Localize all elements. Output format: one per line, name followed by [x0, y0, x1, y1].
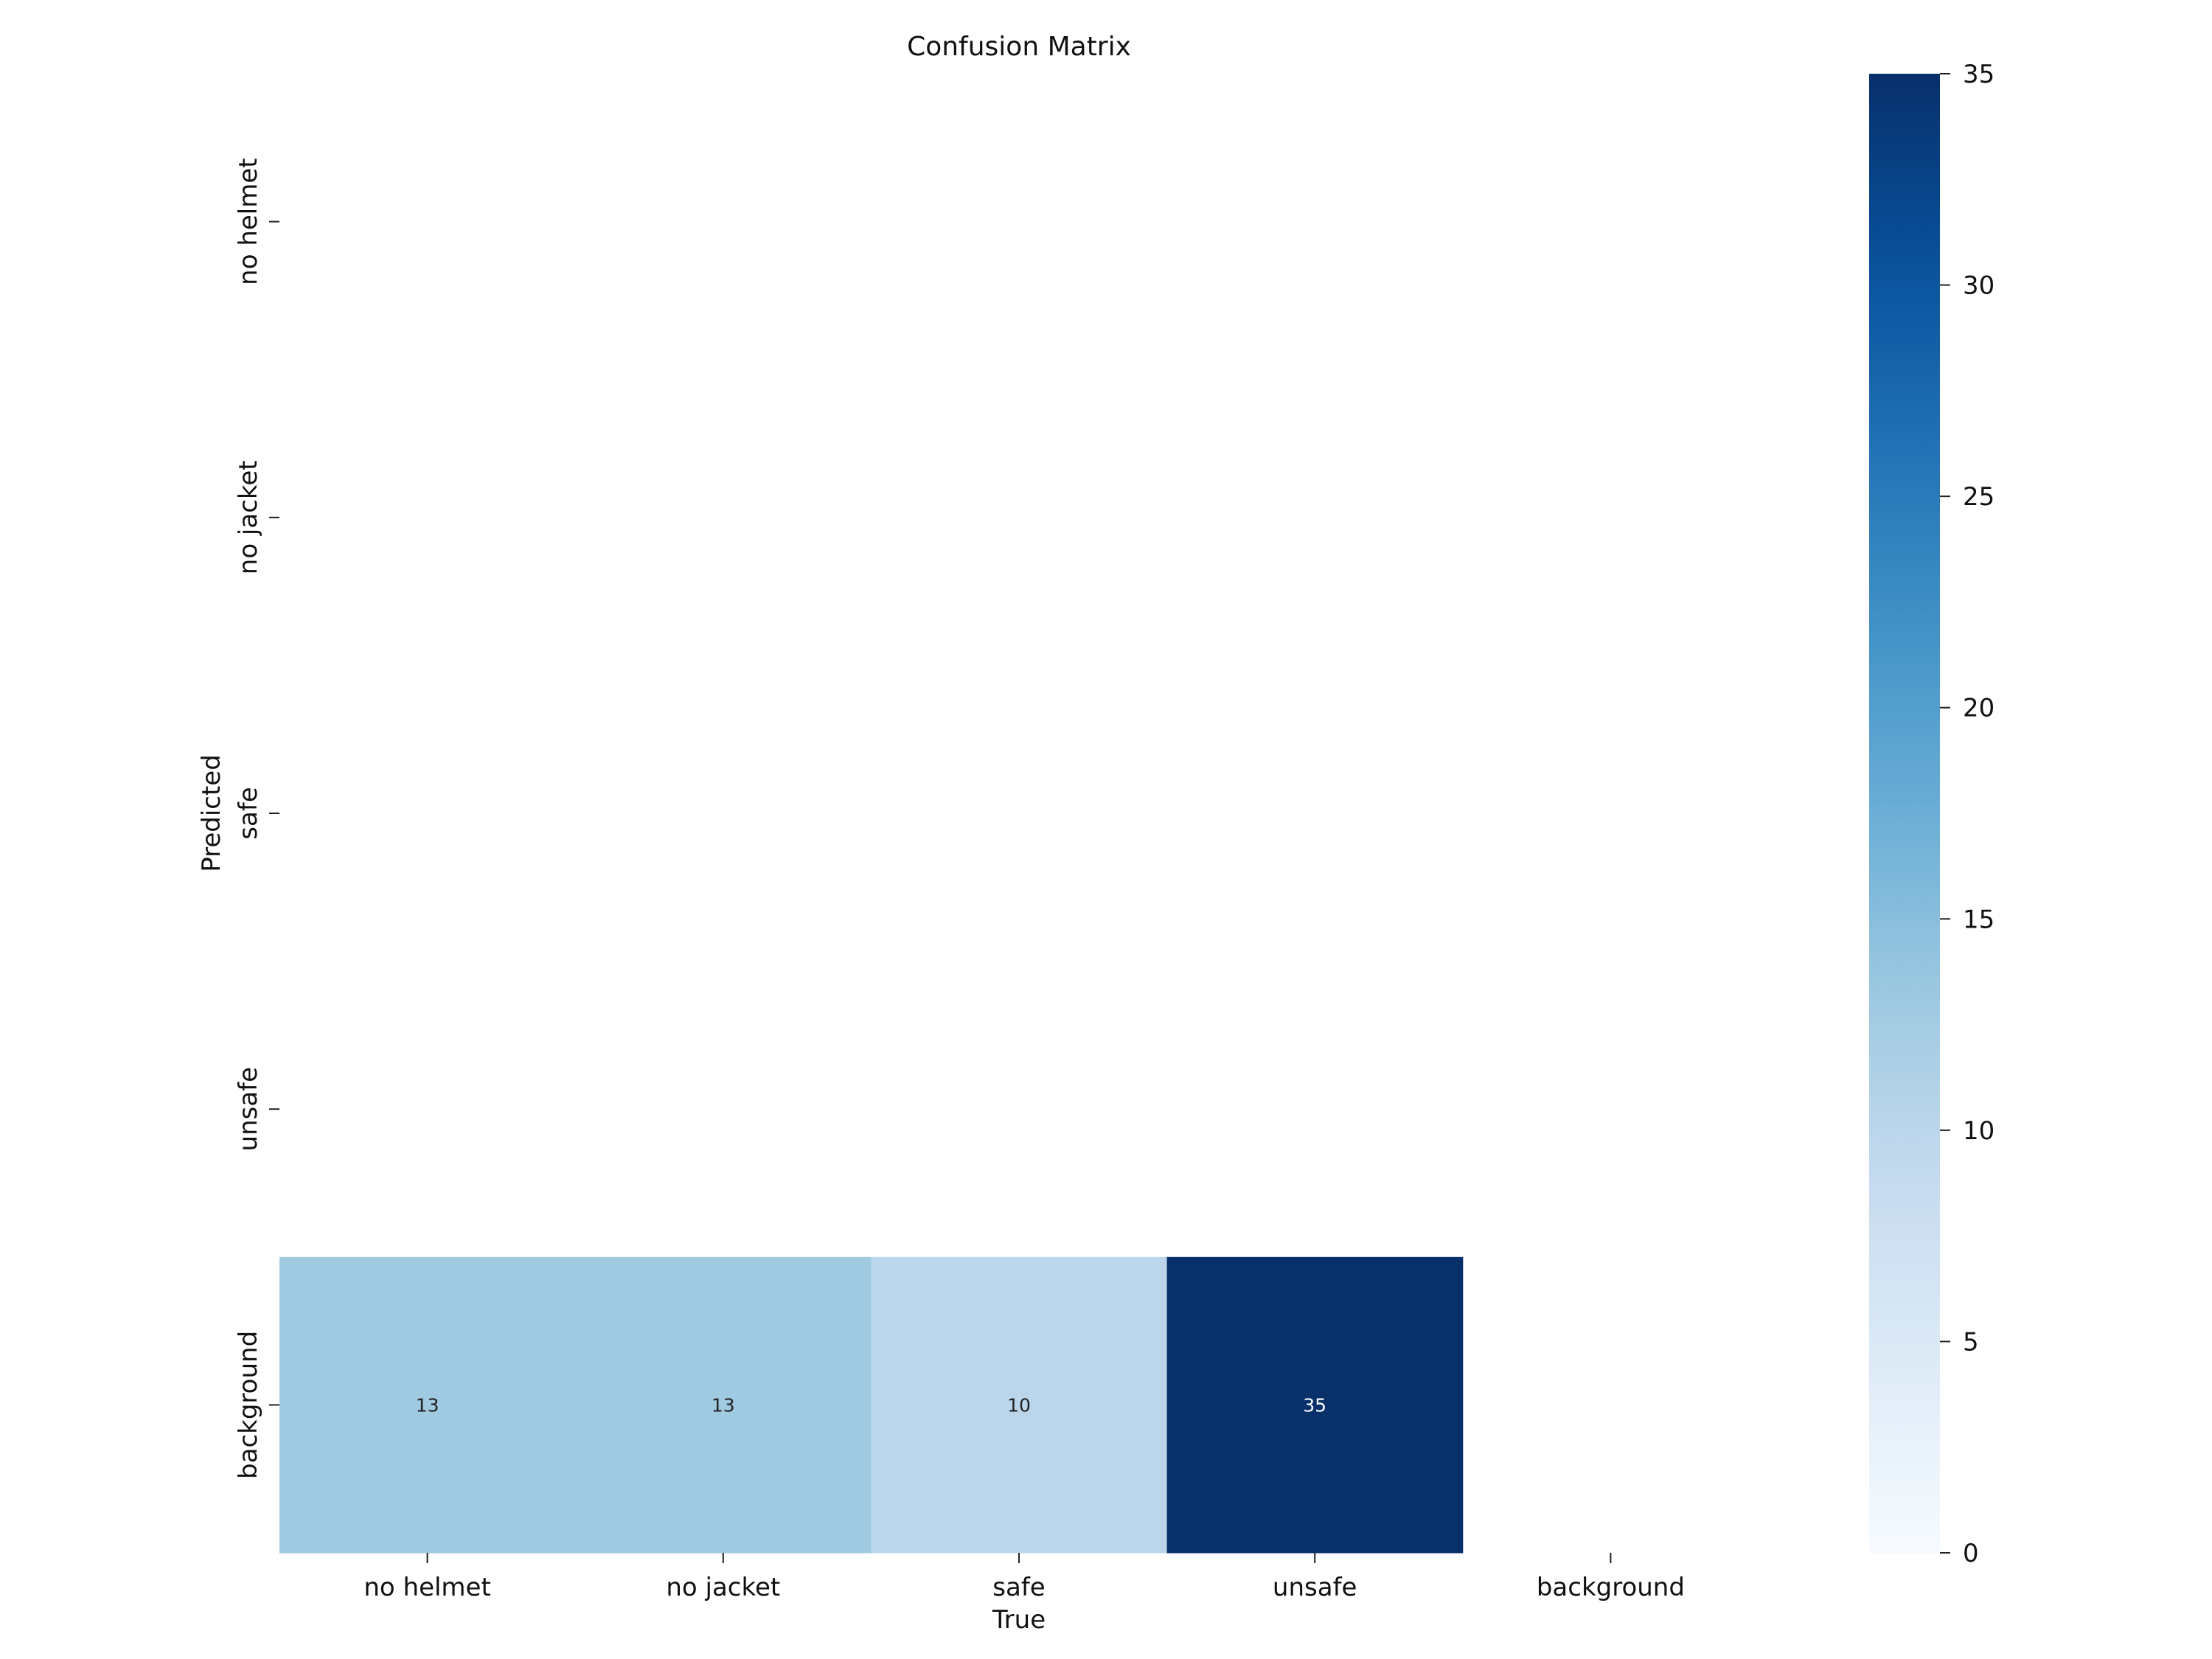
x-tick-label: background [1537, 1573, 1685, 1602]
cell-value-label: 35 [1303, 1394, 1326, 1416]
colorbar-tick-label: 5 [1963, 1327, 1979, 1357]
colorbar [1869, 74, 1940, 1553]
x-tick-label: unsafe [1273, 1573, 1357, 1602]
x-tick-label: safe [992, 1573, 1045, 1602]
heatmap-cells: 13 13 10 35 [279, 1256, 1464, 1554]
heatmap-cell [575, 1256, 872, 1554]
x-tick-label: no jacket [666, 1573, 780, 1602]
colorbar-tick-label: 0 [1963, 1539, 1979, 1568]
chart-title: Confusion Matrix [907, 32, 1131, 62]
cell-value-label: 13 [416, 1394, 439, 1416]
y-tick-label: background [234, 1331, 263, 1479]
heatmap-cell [871, 1256, 1168, 1554]
y-tick-label: no helmet [234, 158, 263, 285]
y-tick-label: unsafe [234, 1067, 263, 1152]
heatmap-cell [279, 1256, 576, 1554]
colorbar-tick-label: 25 [1963, 482, 1994, 512]
colorbar-tick-label: 15 [1963, 905, 1994, 934]
colorbar-tick-label: 20 [1963, 694, 1994, 723]
cell-value-label: 10 [1007, 1394, 1031, 1416]
cell-value-label: 13 [712, 1394, 735, 1416]
colorbar-tick-label: 30 [1963, 271, 1994, 301]
y-tick-label: no jacket [234, 460, 263, 574]
x-axis-label: True [992, 1605, 1046, 1635]
y-axis-label: Predicted [197, 754, 226, 872]
y-axis-ticks: no helmet no jacket safe unsafe background [234, 158, 279, 1479]
x-tick-label: no helmet [364, 1573, 490, 1602]
heatmap-cell [1166, 1256, 1464, 1554]
y-tick-label: safe [234, 787, 263, 839]
colorbar-tick-label: 35 [1963, 60, 1994, 89]
x-axis-ticks: no helmet no jacket safe unsafe background [364, 1553, 1685, 1602]
colorbar-ticks: 0 5 10 15 20 25 30 35 [1940, 60, 1994, 1568]
colorbar-tick-label: 10 [1963, 1116, 1994, 1146]
